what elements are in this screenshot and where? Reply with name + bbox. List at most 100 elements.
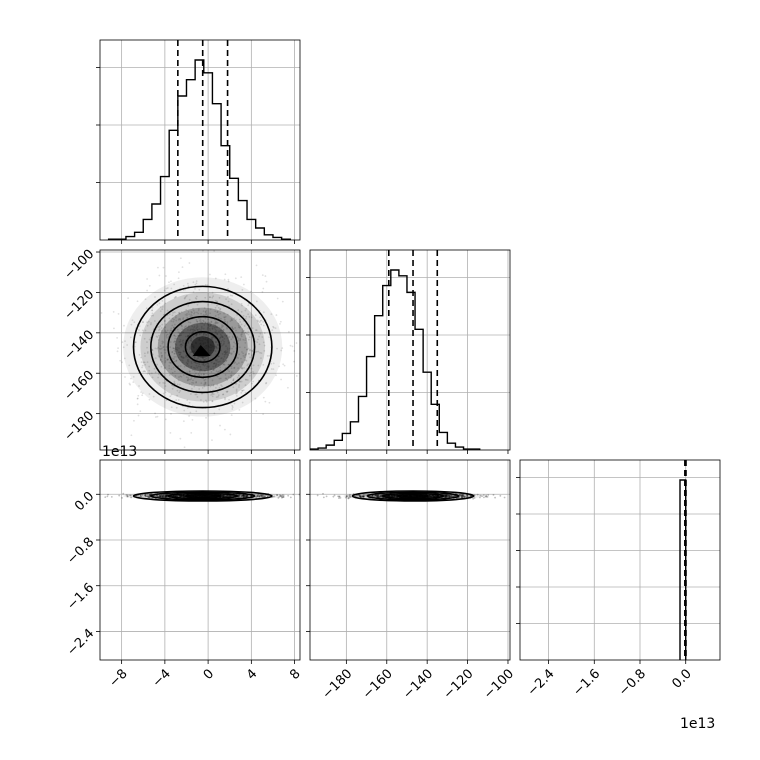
x-tick-label: −100 [481, 666, 517, 702]
sample-point [245, 315, 248, 318]
sample-point [448, 495, 451, 498]
sample-point [174, 495, 177, 497]
sample-point [432, 494, 435, 497]
sample-point [279, 494, 282, 497]
sample-point [361, 495, 364, 498]
sample-point [293, 360, 295, 363]
sample-point [228, 398, 230, 401]
sample-point [226, 348, 229, 351]
sample-point [174, 348, 177, 351]
sample-point [187, 311, 190, 313]
sample-point [179, 494, 182, 497]
sample-point [250, 290, 252, 293]
sample-point [392, 494, 395, 497]
sample-point [228, 336, 231, 338]
sample-point [128, 494, 131, 497]
sample-point [251, 350, 254, 352]
sample-point [186, 406, 189, 409]
sample-point [202, 327, 205, 330]
sample-point [393, 495, 396, 497]
sample-point [194, 393, 197, 396]
sample-point [377, 495, 380, 498]
sample-point [211, 393, 214, 396]
sample-point [232, 378, 235, 380]
sample-point [240, 366, 243, 369]
sample-point [282, 495, 285, 498]
sample-point [223, 353, 226, 356]
sample-point [242, 495, 245, 498]
sample-point [229, 352, 232, 355]
sample-point [226, 350, 229, 353]
sample-point [444, 495, 446, 498]
sample-point [227, 363, 230, 366]
marginal-panel [306, 249, 511, 454]
sample-point [210, 361, 213, 364]
sample-point [170, 329, 173, 332]
sample-point [121, 361, 124, 364]
sample-point [206, 314, 209, 317]
sample-point [199, 318, 202, 321]
sample-point [240, 391, 243, 394]
sample-point [395, 495, 398, 498]
sample-point [222, 360, 225, 363]
sample-point [264, 495, 266, 498]
sample-point [173, 355, 176, 358]
sample-point [163, 348, 166, 351]
sample-point [150, 322, 152, 324]
sample-point [164, 495, 167, 498]
sample-point [183, 365, 186, 368]
sample-point [185, 376, 188, 379]
sample-point [220, 342, 223, 345]
sample-point [205, 309, 208, 312]
sample-point [237, 362, 240, 364]
sample-point [242, 314, 245, 317]
sample-point [233, 366, 236, 369]
sample-point [188, 415, 190, 417]
sample-point [259, 351, 261, 354]
sample-point [222, 363, 225, 366]
sample-point [428, 494, 431, 497]
sample-point [160, 494, 163, 497]
sample-point [249, 356, 251, 359]
sample-point [361, 495, 364, 498]
sample-point [371, 495, 374, 497]
sample-point [172, 495, 175, 497]
sample-point [183, 494, 185, 497]
sample-point [205, 313, 207, 316]
sample-point [238, 353, 241, 356]
density-shade [175, 322, 231, 372]
sample-point [230, 414, 233, 417]
sample-point [192, 331, 194, 334]
sample-point [162, 266, 165, 269]
sample-point [178, 391, 181, 394]
sample-point [189, 315, 192, 318]
sample-point [281, 347, 284, 350]
sample-point [232, 350, 235, 353]
sample-point [195, 295, 198, 298]
sample-point [210, 338, 213, 341]
sample-point [209, 385, 212, 388]
sample-point [168, 281, 170, 284]
sample-point [230, 353, 233, 356]
sample-point [356, 494, 358, 497]
sample-point [200, 327, 203, 330]
sample-point [195, 381, 198, 383]
sample-point [186, 379, 189, 381]
sample-point [239, 380, 241, 383]
sample-point [188, 346, 191, 349]
sample-point [220, 357, 222, 360]
sample-point [359, 494, 362, 497]
sample-point [229, 320, 232, 322]
sample-point [171, 351, 174, 354]
sample-point [186, 363, 189, 365]
sample-point [428, 495, 431, 497]
sample-point [204, 317, 207, 320]
sample-point [218, 377, 221, 380]
sample-point [234, 277, 237, 280]
sample-point [219, 336, 222, 339]
sample-point [164, 418, 167, 421]
sample-point [173, 341, 175, 344]
sample-point [215, 396, 218, 399]
sample-point [204, 296, 207, 299]
sample-point [212, 384, 215, 387]
